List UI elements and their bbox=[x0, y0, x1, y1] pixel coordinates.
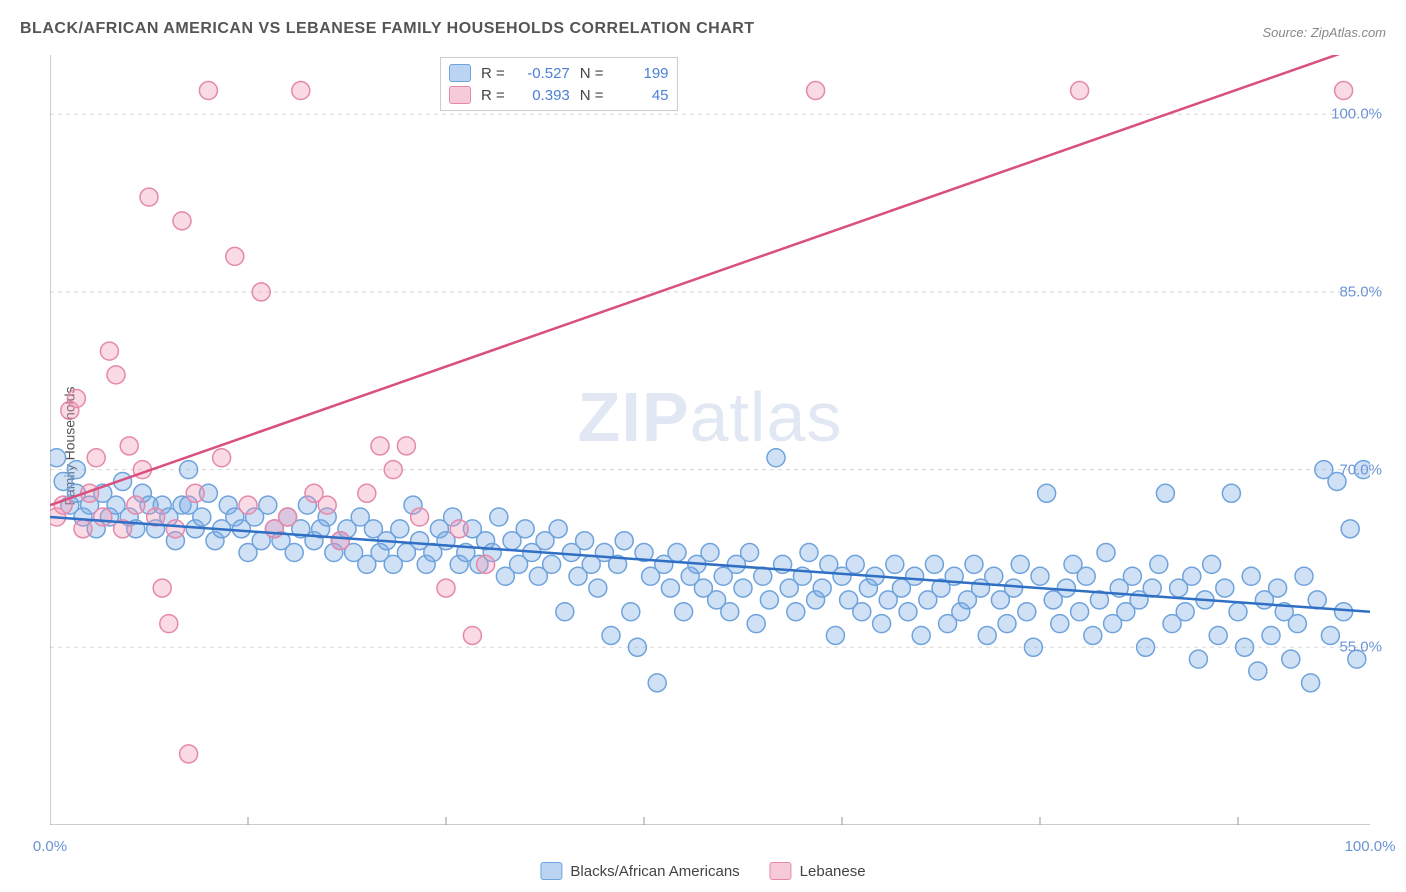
stats-n-value-1: 45 bbox=[614, 87, 669, 104]
legend-label-0: Blacks/African Americans bbox=[570, 863, 739, 880]
xtick-label-1: 100.0% bbox=[1345, 838, 1396, 855]
stats-n-value-0: 199 bbox=[614, 65, 669, 82]
chart-title: BLACK/AFRICAN AMERICAN VS LEBANESE FAMIL… bbox=[20, 20, 755, 38]
xtick-label-0: 0.0% bbox=[33, 838, 67, 855]
ytick-label-2: 85.0% bbox=[1339, 283, 1382, 300]
stats-r-label-1: R = bbox=[481, 87, 505, 104]
legend: Blacks/African Americans Lebanese bbox=[540, 862, 865, 880]
stats-swatch-1 bbox=[449, 86, 471, 104]
stats-r-label-0: R = bbox=[481, 65, 505, 82]
source-attribution: Source: ZipAtlas.com bbox=[1262, 25, 1386, 40]
stats-row-series-1: R = 0.393 N = 45 bbox=[449, 84, 669, 106]
scatter-chart-svg bbox=[50, 55, 1370, 825]
stats-n-label-0: N = bbox=[580, 65, 604, 82]
stats-r-value-1: 0.393 bbox=[515, 87, 570, 104]
legend-swatch-0 bbox=[540, 862, 562, 880]
stats-row-series-0: R = -0.527 N = 199 bbox=[449, 62, 669, 84]
chart-area: ZIPatlas 55.0% 70.0% 85.0% 100.0% 0.0% 1… bbox=[50, 55, 1370, 825]
stats-r-value-0: -0.527 bbox=[515, 65, 570, 82]
ytick-label-3: 100.0% bbox=[1331, 106, 1382, 123]
correlation-stats-box: R = -0.527 N = 199 R = 0.393 N = 45 bbox=[440, 57, 678, 111]
ytick-label-1: 70.0% bbox=[1339, 461, 1382, 478]
stats-swatch-0 bbox=[449, 64, 471, 82]
ytick-label-0: 55.0% bbox=[1339, 639, 1382, 656]
stats-n-label-1: N = bbox=[580, 87, 604, 104]
legend-item-1: Lebanese bbox=[770, 862, 866, 880]
legend-swatch-1 bbox=[770, 862, 792, 880]
legend-item-0: Blacks/African Americans bbox=[540, 862, 739, 880]
legend-label-1: Lebanese bbox=[800, 863, 866, 880]
